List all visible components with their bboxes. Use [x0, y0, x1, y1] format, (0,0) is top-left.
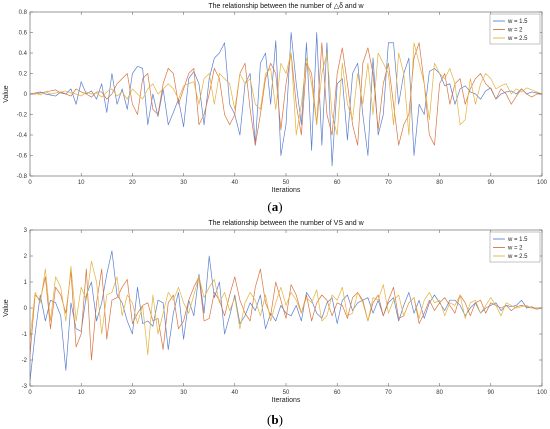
chart-title: The relationship between the number of △… — [208, 3, 364, 10]
x-tick-label: 60 — [334, 180, 341, 186]
legend-label-1: w = 1.5 — [507, 237, 528, 243]
x-tick-label: 80 — [436, 390, 443, 396]
y-tick-label: -0.6 — [17, 154, 28, 160]
y-tick-label: 1 — [24, 280, 28, 286]
series-line-3 — [30, 42, 542, 136]
y-tick-label: -2 — [22, 358, 28, 364]
series-line-2 — [30, 268, 542, 361]
caption-letter: b — [271, 412, 278, 427]
x-tick-label: 100 — [537, 180, 548, 186]
legend-label-2: w = 2 — [507, 28, 523, 34]
legend-label-3: w = 2.5 — [507, 36, 528, 42]
plot-frame — [29, 229, 543, 387]
panel-caption: (a) — [267, 199, 282, 214]
x-tick-label: 90 — [487, 390, 494, 396]
caption-letter: a — [272, 199, 279, 214]
y-axis-label: Value — [3, 85, 10, 102]
y-tick-label: -0.2 — [17, 113, 28, 119]
series-group — [30, 250, 542, 381]
series-line-2 — [30, 42, 542, 146]
legend-label-3: w = 2.5 — [507, 254, 528, 260]
x-tick-label: 30 — [180, 180, 187, 186]
legend: w = 1.5 w = 2 w = 2.5 — [489, 13, 541, 45]
legend: w = 1.5 w = 2 w = 2.5 — [489, 231, 541, 263]
caption-open: ( — [267, 412, 271, 427]
chart-b: The relationship between the number of V… — [3, 220, 548, 427]
y-tick-label: -1 — [22, 332, 28, 338]
x-tick-label: 90 — [487, 180, 494, 186]
plot-frame — [29, 11, 543, 177]
x-tick-label: 0 — [28, 390, 32, 396]
x-tick-label: 30 — [180, 390, 187, 396]
x-tick-label: 80 — [436, 180, 443, 186]
y-tick-label: 0.8 — [19, 10, 28, 16]
caption-close: ) — [278, 199, 282, 214]
x-tick-label: 60 — [334, 390, 341, 396]
legend-label-1: w = 1.5 — [507, 19, 528, 25]
y-axis-label: Value — [3, 299, 10, 316]
y-tick-label: 0.4 — [19, 51, 28, 57]
x-tick-label: 40 — [231, 390, 238, 396]
chart-a: The relationship between the number of △… — [3, 3, 548, 214]
x-axis-label: Iterations — [272, 397, 301, 404]
series-line-3 — [30, 260, 542, 356]
x-tick-label: 40 — [231, 180, 238, 186]
legend-box — [489, 231, 541, 263]
y-tick-label: 0.6 — [19, 31, 28, 37]
x-axis-label: Iterations — [272, 187, 301, 194]
legend-box — [489, 13, 541, 45]
series-line-1 — [30, 250, 542, 381]
y-tick-label: 0.2 — [19, 72, 28, 78]
legend-label-2: w = 2 — [507, 246, 523, 252]
x-tick-label: 50 — [283, 390, 290, 396]
panel-caption: (b) — [267, 412, 283, 427]
y-tick-label: -3 — [22, 384, 28, 390]
x-tick-label: 0 — [28, 180, 32, 186]
x-tick-label: 100 — [537, 390, 548, 396]
caption-close: ) — [279, 412, 283, 427]
chart-title: The relationship between the number of V… — [208, 220, 364, 227]
y-tick-label: -0.4 — [17, 133, 28, 139]
caption-open: ( — [267, 199, 271, 214]
x-tick-label: 10 — [78, 180, 85, 186]
y-tick-label: 3 — [24, 228, 28, 234]
x-tick-label: 20 — [129, 180, 136, 186]
x-tick-label: 70 — [385, 390, 392, 396]
y-tick-label: 2 — [24, 254, 28, 260]
x-tick-label: 10 — [78, 390, 85, 396]
x-tick-label: 20 — [129, 390, 136, 396]
x-tick-label: 50 — [283, 180, 290, 186]
y-tick-label: -0.8 — [17, 174, 28, 180]
y-tick-label: 0 — [24, 306, 28, 312]
x-tick-label: 70 — [385, 180, 392, 186]
series-group — [30, 32, 542, 167]
y-tick-label: 0 — [24, 92, 28, 98]
